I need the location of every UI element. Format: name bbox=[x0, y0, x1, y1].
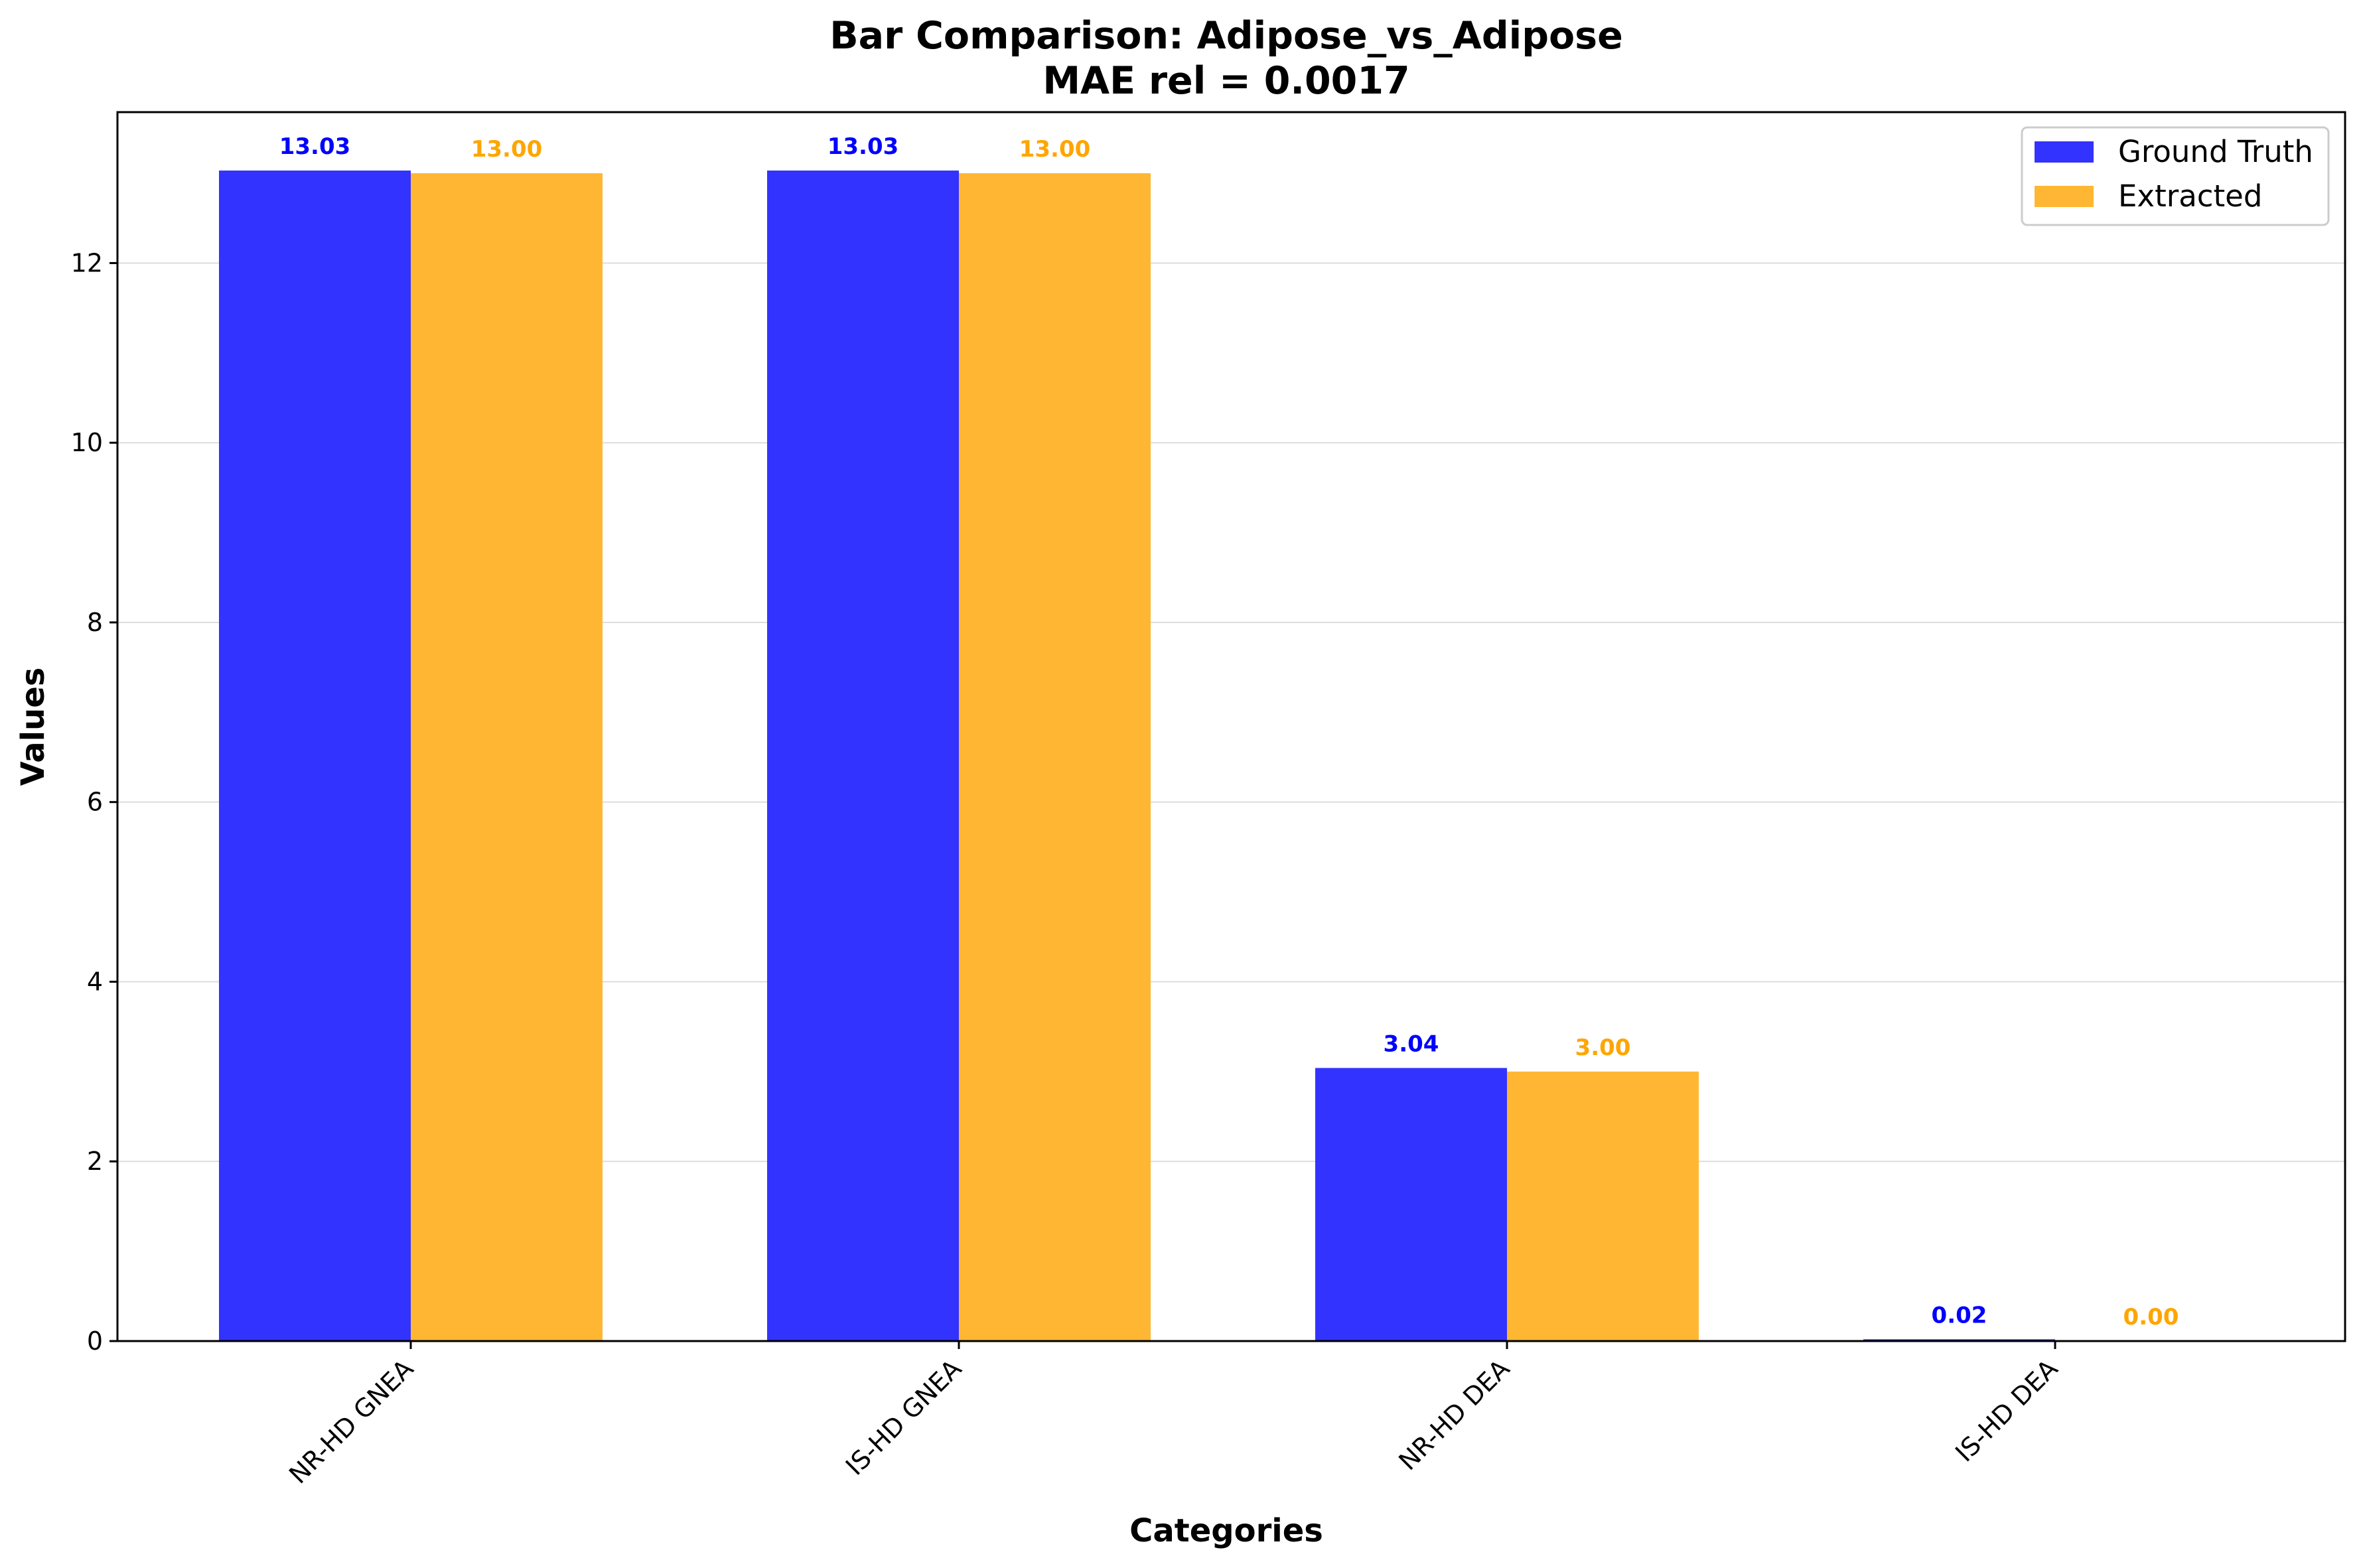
legend-label-ground-truth: Ground Truth bbox=[2118, 134, 2313, 169]
data-label-extracted: 0.00 bbox=[2123, 1304, 2179, 1330]
chart-subtitle: MAE rel = 0.0017 bbox=[1042, 59, 1409, 103]
bar-extracted bbox=[411, 173, 603, 1341]
chart-title: Bar Comparison: Adipose_vs_Adipose bbox=[829, 14, 1623, 58]
data-label-extracted: 13.00 bbox=[471, 136, 543, 163]
y-tick-label: 12 bbox=[71, 248, 103, 277]
data-label-ground-truth: 0.02 bbox=[1932, 1302, 1987, 1328]
data-label-ground-truth: 3.04 bbox=[1384, 1031, 1439, 1057]
legend-box bbox=[2021, 126, 2330, 226]
y-tick-label: 2 bbox=[87, 1147, 103, 1176]
data-label-extracted: 3.00 bbox=[1575, 1034, 1631, 1061]
y-tick-label: 10 bbox=[71, 428, 103, 457]
y-tick-label: 8 bbox=[87, 608, 103, 637]
bar-extracted bbox=[959, 173, 1151, 1341]
data-label-ground-truth: 13.03 bbox=[827, 133, 899, 160]
legend-swatch-ground-truth bbox=[2035, 141, 2094, 163]
bar-ground-truth bbox=[767, 170, 959, 1341]
plot-frame bbox=[116, 111, 2346, 1342]
y-tick-label: 4 bbox=[87, 967, 103, 996]
data-labels: 13.03 13.03 3.04 0.02 13.00 13.00 3.00 0.00 bbox=[279, 133, 2179, 1330]
bar-ground-truth bbox=[1315, 1068, 1507, 1341]
y-axis-label: Values bbox=[15, 668, 52, 786]
data-label-ground-truth: 13.03 bbox=[279, 133, 351, 160]
bars bbox=[219, 170, 2055, 1341]
y-axis-ticks: 0 2 4 6 8 10 12 bbox=[71, 248, 117, 1356]
bar-extracted bbox=[1507, 1071, 1699, 1341]
data-label-extracted: 13.00 bbox=[1019, 136, 1091, 163]
legend-swatch-extracted bbox=[2035, 186, 2094, 207]
bar-ground-truth bbox=[219, 170, 411, 1341]
x-axis-label: Categories bbox=[1129, 1512, 1323, 1549]
y-tick-label: 0 bbox=[87, 1326, 103, 1356]
legend: Ground Truth Extracted bbox=[2021, 126, 2330, 226]
y-tick-label: 6 bbox=[87, 788, 103, 817]
legend-label-extracted: Extracted bbox=[2118, 178, 2262, 214]
